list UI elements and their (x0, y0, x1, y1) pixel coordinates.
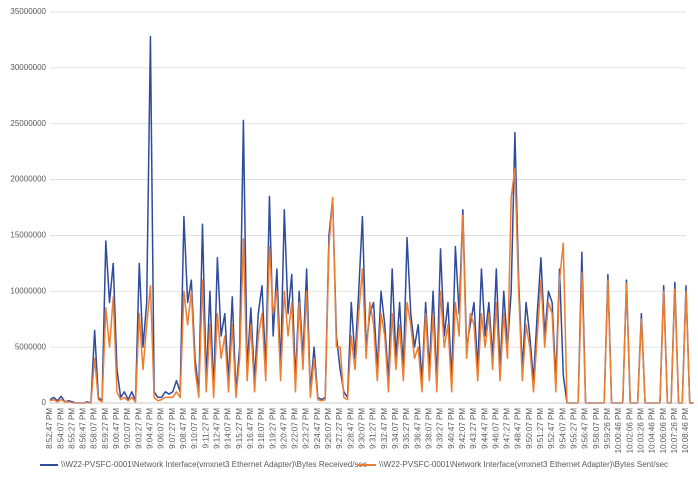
x-tick-label: 8:56:47 PM (79, 408, 88, 449)
x-tick-label: 9:24:47 PM (313, 408, 322, 449)
x-tick-label: 9:43:27 PM (469, 408, 478, 449)
x-tick-label: 9:19:27 PM (268, 408, 277, 449)
x-tick-label: 9:34:07 PM (391, 408, 400, 449)
x-tick-label: 9:15:27 PM (235, 408, 244, 449)
x-tick-label: 9:22:07 PM (291, 408, 300, 449)
x-tick-label: 9:40:47 PM (447, 408, 456, 449)
x-tick-label: 9:26:07 PM (324, 408, 333, 449)
y-tick-label: 0 (42, 398, 47, 407)
y-tick-label: 25000000 (10, 119, 46, 128)
y-tick-label: 35000000 (10, 7, 46, 16)
x-tick-label: 9:52:47 PM (547, 408, 556, 449)
x-tick-label: 9:54:07 PM (558, 408, 567, 449)
x-tick-label: 9:11:27 PM (201, 408, 210, 449)
x-tick-label: 9:14:07 PM (224, 408, 233, 449)
legend-label: \\W22-PVSFC-0001\Network Interface(vmxne… (379, 460, 668, 469)
x-tick-label: 9:27:27 PM (335, 408, 344, 449)
x-tick-label: 10:03:26 PM (636, 408, 645, 454)
x-tick-label: 9:04:47 PM (146, 408, 155, 449)
x-tick-label: 9:30:07 PM (358, 408, 367, 449)
x-tick-label: 9:59:26 PM (603, 408, 612, 449)
x-tick-label: 10:08:46 PM (681, 408, 690, 454)
x-tick-label: 9:28:47 PM (346, 408, 355, 449)
x-tick-label: 10:02:06 PM (625, 408, 634, 454)
x-tick-label: 9:48:47 PM (514, 408, 523, 449)
x-tick-label: 10:06:06 PM (659, 408, 668, 454)
x-tick-label: 9:31:27 PM (369, 408, 378, 449)
y-tick-label: 5000000 (15, 342, 47, 351)
x-tick-label: 9:23:27 PM (302, 408, 311, 449)
x-tick-label: 9:08:47 PM (179, 408, 188, 449)
legend-label: \\W22-PVSFC-0001\Network Interface(vmxne… (61, 460, 367, 469)
series-line (49, 35, 694, 404)
x-tick-label: 9:12:47 PM (212, 408, 221, 449)
x-tick-label: 9:56:47 PM (581, 408, 590, 449)
x-tick-label: 9:18:07 PM (257, 408, 266, 449)
x-tick-label: 9:32:47 PM (380, 408, 389, 449)
x-tick-label: 8:59:27 PM (101, 408, 110, 449)
x-tick-label: 9:02:07 PM (123, 408, 132, 449)
x-tick-label: 9:46:07 PM (491, 408, 500, 449)
x-tick-label: 9:38:07 PM (424, 408, 433, 449)
x-tick-label: 9:44:47 PM (480, 408, 489, 449)
y-tick-label: 30000000 (10, 63, 46, 72)
x-tick-label: 9:36:47 PM (413, 408, 422, 449)
x-tick-label: 10:04:46 PM (648, 408, 657, 454)
x-tick-label: 9:58:07 PM (592, 408, 601, 449)
x-tick-label: 8:54:07 PM (56, 408, 65, 449)
x-tick-label: 10:00:46 PM (614, 408, 623, 454)
x-tick-label: 9:42:07 PM (458, 408, 467, 449)
x-tick-label: 8:55:27 PM (67, 408, 76, 449)
y-tick-label: 10000000 (10, 286, 46, 295)
x-tick-label: 9:51:27 PM (536, 408, 545, 449)
x-tick-label: 9:39:27 PM (436, 408, 445, 449)
x-tick-label: 9:50:07 PM (525, 408, 534, 449)
y-tick-label: 15000000 (10, 231, 46, 240)
y-tick-label: 20000000 (10, 175, 46, 184)
x-tick-label: 9:47:27 PM (503, 408, 512, 449)
x-tick-label: 9:00:47 PM (112, 408, 121, 449)
x-tick-label: 8:52:47 PM (45, 408, 54, 449)
x-tick-label: 9:35:27 PM (402, 408, 411, 449)
x-tick-label: 9:10:07 PM (190, 408, 199, 449)
x-tick-label: 9:07:27 PM (168, 408, 177, 449)
x-tick-label: 10:07:26 PM (670, 408, 679, 454)
x-tick-label: 9:16:47 PM (246, 408, 255, 449)
x-tick-label: 9:06:07 PM (157, 408, 166, 449)
x-tick-label: 9:20:47 PM (279, 408, 288, 449)
x-tick-label: 9:03:27 PM (134, 408, 143, 449)
x-tick-label: 8:58:07 PM (90, 408, 99, 449)
x-tick-label: 9:55:27 PM (570, 408, 579, 449)
